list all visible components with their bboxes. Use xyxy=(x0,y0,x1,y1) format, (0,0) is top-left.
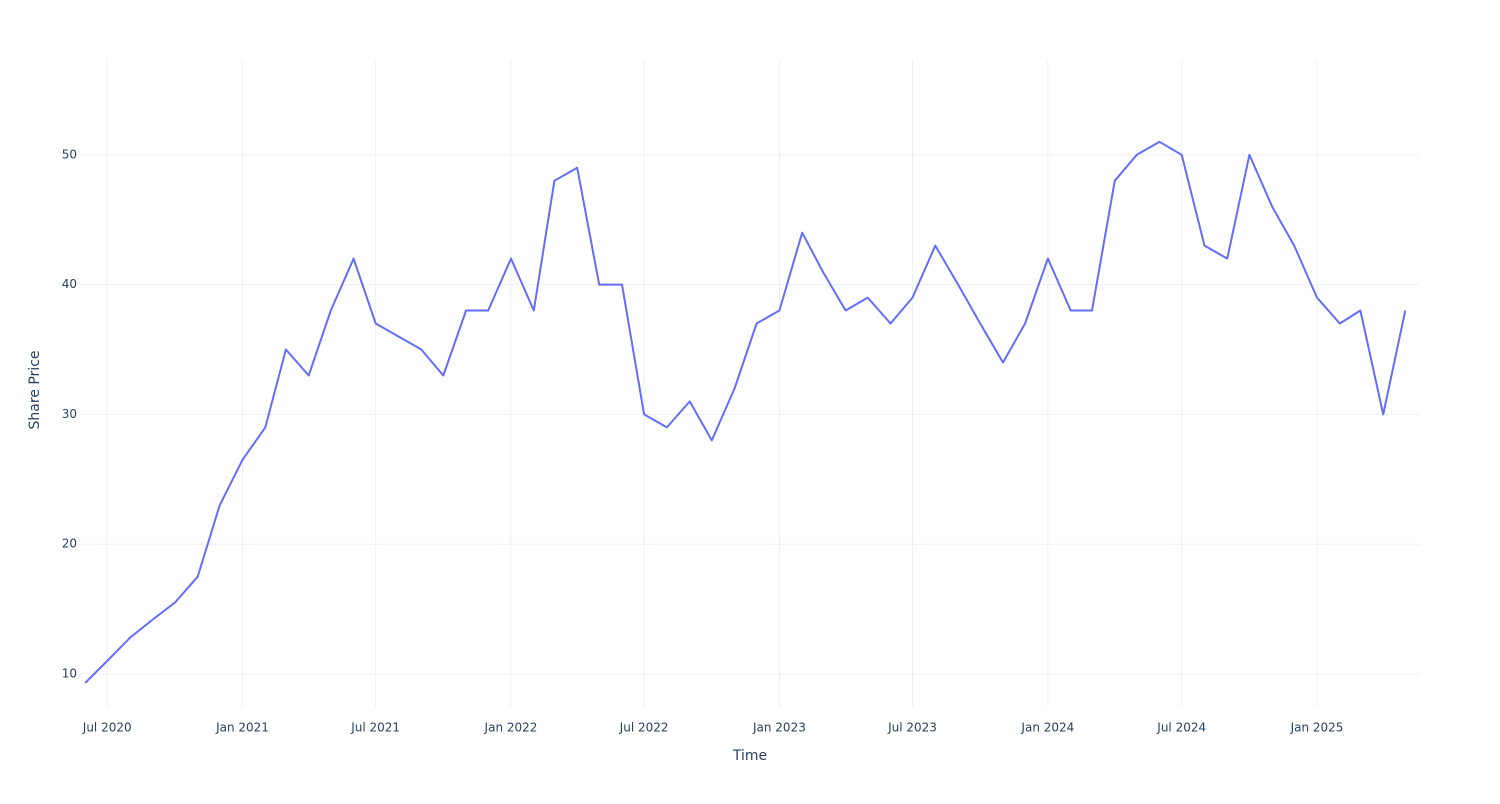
x-tick-label: Jul 2021 xyxy=(350,721,400,735)
x-tick-label: Jul 2024 xyxy=(1156,721,1206,735)
y-tick-label: 10 xyxy=(62,667,77,681)
x-tick-label: Jan 2025 xyxy=(1290,721,1344,735)
x-tick-label: Jan 2024 xyxy=(1020,721,1074,735)
y-tick-label: 30 xyxy=(62,407,77,421)
x-tick-label: Jan 2023 xyxy=(752,721,806,735)
y-axis-title: Share Price xyxy=(27,350,43,429)
x-axis-title: Time xyxy=(732,748,767,764)
x-tick-label: Jan 2021 xyxy=(215,721,269,735)
x-tick-label: Jul 2022 xyxy=(619,721,669,735)
y-tick-label: 20 xyxy=(62,537,77,551)
y-tick-label: 50 xyxy=(62,147,77,161)
y-tick-label: 40 xyxy=(62,277,77,291)
x-tick-label: Jan 2022 xyxy=(484,721,538,735)
x-tick-label: Jul 2020 xyxy=(82,721,132,735)
x-tick-label: Jul 2023 xyxy=(887,721,937,735)
price-line xyxy=(84,140,1407,684)
